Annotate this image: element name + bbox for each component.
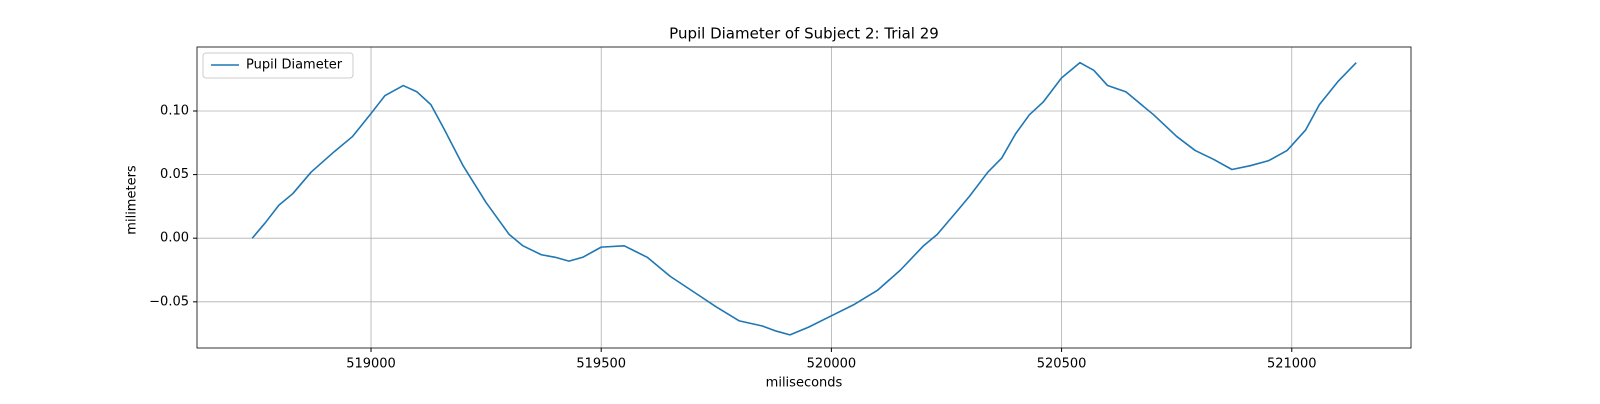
chart-title: Pupil Diameter of Subject 2: Trial 29 — [669, 25, 939, 43]
legend-box — [202, 52, 354, 79]
data-line — [251, 61, 1357, 336]
legend-label: Pupil Diameter — [246, 58, 343, 73]
y-tick-label: 0.00 — [160, 231, 189, 246]
y-tick-label: 0.05 — [160, 167, 189, 182]
x-tick-label: 520500 — [1037, 357, 1087, 372]
y-axis-label: milimeters — [125, 165, 140, 235]
x-tick-label: 521000 — [1267, 357, 1317, 372]
y-tick-label: −0.05 — [149, 294, 189, 309]
x-tick-label: 519500 — [576, 357, 626, 372]
x-axis-label: miliseconds — [766, 376, 843, 391]
x-tick-label: 519000 — [346, 357, 396, 372]
y-tick-label: 0.10 — [160, 103, 189, 118]
plot-frame — [196, 46, 1412, 349]
x-tick-label: 520000 — [807, 357, 857, 372]
